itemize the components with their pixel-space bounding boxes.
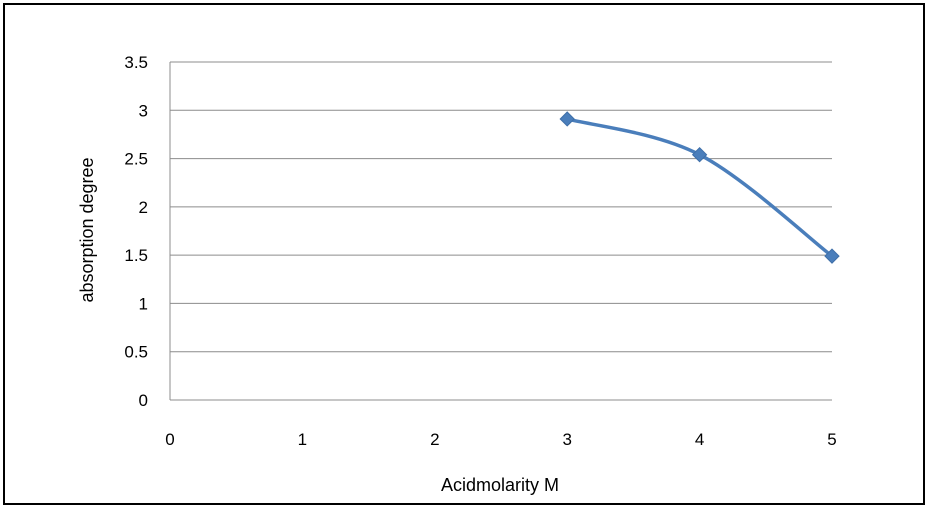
axes	[169, 62, 832, 401]
data-point	[691, 147, 708, 163]
y-tick-label: 1	[139, 294, 148, 313]
x-tick-label: 1	[298, 430, 307, 449]
y-tick-label: 0.5	[124, 343, 148, 362]
x-tick-label: 3	[562, 430, 571, 449]
y-tick-label: 3	[139, 101, 148, 120]
y-tick-label: 2	[139, 198, 148, 217]
y-tick-label: 3.5	[124, 53, 148, 72]
y-axis-title: absorption degree	[77, 157, 97, 302]
x-tick-label: 5	[827, 430, 836, 449]
data-point	[559, 111, 575, 127]
y-tick-labels: 0 0.5 1 1.5 2 2.5 3 3.5	[124, 53, 148, 410]
x-tick-labels: 0 1 2 3 4 5	[165, 430, 836, 449]
y-tick-label: 1.5	[124, 246, 148, 265]
x-tick-label: 2	[430, 430, 439, 449]
x-tick-label: 4	[695, 430, 704, 449]
series-line	[565, 117, 834, 258]
chart-frame	[3, 3, 925, 505]
x-tick-label: 0	[165, 430, 174, 449]
series	[559, 111, 840, 264]
x-axis-title: Acidmolarity M	[441, 475, 559, 495]
y-tick-label: 2.5	[124, 150, 148, 169]
data-point	[824, 248, 840, 264]
y-tick-label: 0	[139, 391, 148, 410]
gridlines	[170, 61, 832, 353]
